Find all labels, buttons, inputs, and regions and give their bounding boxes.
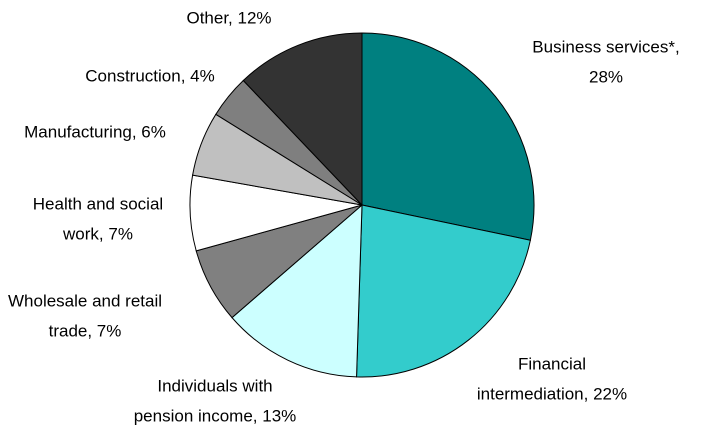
- slice-label: Manufacturing, 6%: [24, 122, 166, 141]
- slice-label: Individuals with: [157, 376, 272, 395]
- slice-label: Wholesale and retail: [8, 291, 162, 310]
- slice-label: pension income, 13%: [134, 406, 297, 425]
- slice-label: trade, 7%: [49, 321, 122, 340]
- pie-slice: [231, 203, 363, 378]
- slice-label: Business services*,: [532, 37, 679, 56]
- pie-slice: [242, 32, 363, 207]
- slice-label: intermediation, 22%: [477, 384, 627, 403]
- pie-slice: [356, 204, 531, 378]
- slice-label: Other, 12%: [186, 8, 271, 27]
- slice-label: 28%: [589, 67, 623, 86]
- slice-label: Health and social: [33, 194, 163, 213]
- pie-slice: [361, 32, 535, 241]
- slice-label: Construction, 4%: [85, 66, 214, 85]
- slice-label: Financial: [518, 354, 586, 373]
- slice-label: work, 7%: [62, 224, 133, 243]
